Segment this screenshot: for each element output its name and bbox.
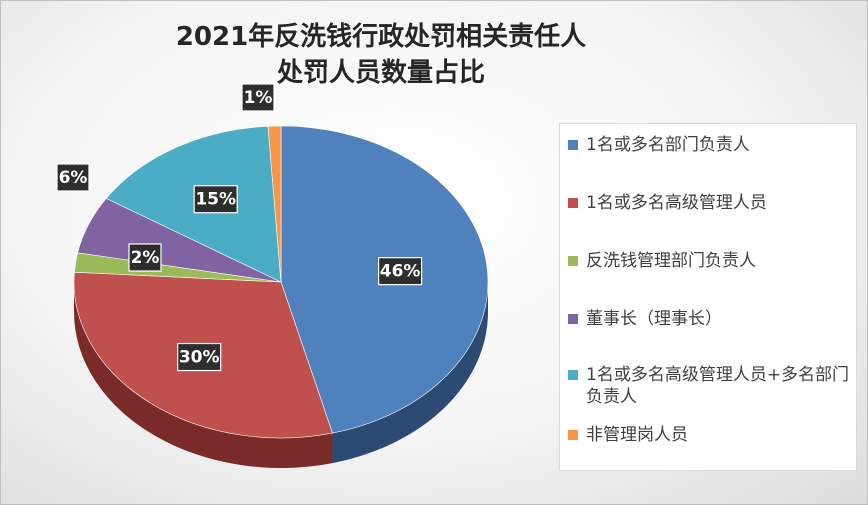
legend-label: 1名或多名部门负责人	[586, 135, 750, 155]
legend-swatch	[568, 256, 578, 266]
legend-label: 非管理岗人员	[586, 425, 688, 445]
legend-item-4: 1名或多名高级管理人员+多名部门负责人	[568, 364, 853, 408]
legend-swatch	[568, 370, 578, 380]
chart-title: 2021年反洗钱行政处罚相关责任人 处罚人员数量占比	[121, 19, 641, 91]
legend-swatch	[568, 430, 578, 440]
legend-item-5: 非管理岗人员	[568, 424, 853, 446]
slice-5	[267, 125, 282, 283]
legend-item-3: 董事长（理事长）	[568, 308, 853, 330]
pie-slices	[73, 125, 489, 439]
legend-swatch	[568, 140, 578, 150]
legend-label: 1名或多名高级管理人员+多名部门负责人	[586, 365, 850, 407]
legend-label: 1名或多名高级管理人员	[586, 193, 767, 213]
slice-1-side	[74, 282, 333, 468]
legend-item-0: 1名或多名部门负责人	[568, 134, 853, 156]
legend-item-1: 1名或多名高级管理人员	[568, 192, 853, 214]
slice-3-data-label: 6%	[56, 163, 90, 192]
legend-item-2: 反洗钱管理部门负责人	[568, 250, 853, 272]
svg-text:1%: 1%	[244, 88, 273, 108]
legend-label: 反洗钱管理部门负责人	[586, 251, 756, 271]
slice-0-side	[332, 282, 488, 464]
svg-text:2%: 2%	[131, 248, 160, 268]
chart-title-line-2: 处罚人员数量占比	[276, 58, 485, 88]
chart-title-line-1: 2021年反洗钱行政处罚相关责任人	[175, 22, 587, 52]
legend-swatch	[568, 198, 578, 208]
slice-5-data-label: 1%	[241, 83, 275, 112]
svg-text:30%: 30%	[179, 348, 220, 368]
svg-text:6%: 6%	[59, 168, 88, 188]
slice-0-data-label: 46%	[378, 257, 423, 286]
slice-2-data-label: 2%	[128, 243, 162, 272]
svg-text:15%: 15%	[195, 190, 236, 210]
slice-4-data-label: 15%	[193, 185, 238, 214]
chart-legend: 1名或多名部门负责人 1名或多名高级管理人员 反洗钱管理部门负责人 董事长（理事长） 1…	[559, 123, 857, 471]
svg-text:46%: 46%	[380, 262, 421, 282]
pie-data-labels: 46% 30% 2% 6% 15% 1%	[56, 83, 423, 372]
slice-1-data-label: 30%	[177, 342, 222, 372]
legend-label: 董事长（理事长）	[586, 309, 722, 329]
legend-swatch	[568, 314, 578, 324]
pie-side-walls	[74, 282, 488, 468]
